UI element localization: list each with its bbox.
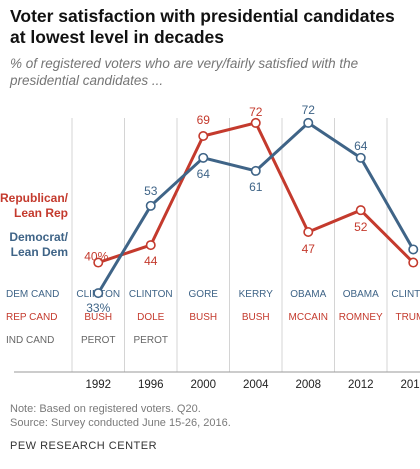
chart-title: Voter satisfaction with presidential can… xyxy=(10,6,395,47)
data-point xyxy=(250,165,261,176)
pew-research-center-label: PEW RESEARCH CENTER xyxy=(10,440,158,452)
data-label: 44 xyxy=(144,254,158,268)
data-label: 72 xyxy=(302,103,316,117)
candidate-row-label: DEM CAND xyxy=(6,289,59,300)
data-label: 64 xyxy=(197,167,211,181)
series-legend-label: Republican/ xyxy=(0,191,69,205)
x-tick-label: 2016 xyxy=(400,379,420,391)
data-point xyxy=(408,244,419,255)
data-label: 52 xyxy=(354,220,368,234)
x-tick-label: 2004 xyxy=(243,379,269,391)
data-point xyxy=(303,227,314,238)
x-tick-label: 2012 xyxy=(348,379,374,391)
source-text: Source: Survey conducted June 15-26, 201… xyxy=(10,417,231,429)
data-label: 64 xyxy=(354,139,368,153)
data-label: 53 xyxy=(144,184,158,198)
candidate-row-label: IND CAND xyxy=(6,335,54,346)
candidate-name: PEROT xyxy=(134,335,168,346)
data-point xyxy=(303,117,314,128)
data-point xyxy=(198,152,209,163)
data-point xyxy=(93,288,104,299)
x-tick-label: 1992 xyxy=(85,379,111,391)
data-point xyxy=(355,205,366,216)
x-tick-label: 2000 xyxy=(190,379,216,391)
x-tick-label: 2008 xyxy=(295,379,321,391)
series-legend-label: Lean Rep xyxy=(14,206,68,220)
data-label: 47 xyxy=(302,242,316,256)
data-point xyxy=(145,240,156,251)
candidate-name: OBAMA xyxy=(290,289,326,300)
candidate-name: ROMNEY xyxy=(339,312,383,323)
data-label: 40% xyxy=(84,250,108,264)
candidate-name: CLINTON xyxy=(129,289,173,300)
data-point xyxy=(93,257,104,268)
candidate-name: BUSH xyxy=(189,312,217,323)
data-point xyxy=(250,117,261,128)
data-point xyxy=(198,131,209,142)
series-legend-label: Lean Dem xyxy=(11,245,68,259)
x-tick-label: 1996 xyxy=(138,379,164,391)
note-text: Note: Based on registered voters. Q20. xyxy=(10,403,201,415)
data-point xyxy=(408,257,419,268)
data-label: 69 xyxy=(197,113,211,127)
candidate-name: MCCAIN xyxy=(289,312,328,323)
candidate-name: PEROT xyxy=(81,335,115,346)
data-point xyxy=(355,152,366,163)
candidate-row-label: REP CAND xyxy=(6,312,58,323)
data-label: 72 xyxy=(249,105,263,119)
data-label: 33% xyxy=(86,301,110,315)
data-point xyxy=(145,200,156,211)
candidate-name: BUSH xyxy=(242,312,270,323)
candidate-name: TRUMP xyxy=(395,312,420,323)
candidate-name: GORE xyxy=(189,289,219,300)
candidate-name: DOLE xyxy=(137,312,165,323)
candidate-name: BUSH xyxy=(84,312,112,323)
series-legend-label: Democrat/ xyxy=(9,230,68,244)
candidate-name: KERRY xyxy=(239,289,274,300)
chart-subtitle: % of registered voters who are very/fair… xyxy=(10,56,359,88)
candidate-name: CLINTON xyxy=(391,289,420,300)
candidate-name: OBAMA xyxy=(343,289,379,300)
data-label: 61 xyxy=(249,180,263,194)
